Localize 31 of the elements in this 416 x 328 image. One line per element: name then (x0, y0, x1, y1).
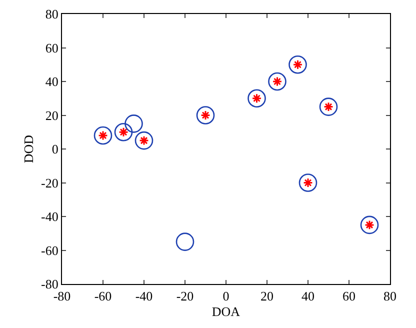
point (94, 126, 112, 145)
x-tick-label: 40 (302, 288, 314, 304)
x-tick-label: 80 (384, 288, 396, 304)
y-tick-label: 80 (45, 6, 58, 22)
point (319, 98, 338, 116)
point (114, 122, 133, 142)
point (288, 55, 307, 74)
point (196, 106, 215, 124)
y-tick-label: -40 (41, 209, 58, 224)
point (124, 114, 143, 133)
x-tick-label: 20 (260, 288, 274, 304)
x-tick-label: 0 (222, 288, 230, 304)
y-tick-label: -20 (41, 175, 58, 190)
y-tick-label: 60 (45, 40, 58, 56)
x-tick-label: -40 (135, 288, 153, 304)
y-tick-label: 0 (52, 142, 58, 157)
y-tick-label: -80 (41, 276, 58, 292)
point (176, 232, 194, 251)
x-axis-title: DOA (212, 304, 241, 320)
point (360, 216, 379, 234)
y-tick-label: 20 (45, 108, 58, 123)
y-tick-label: -60 (41, 242, 58, 258)
point (268, 72, 286, 91)
x-tick-label: -20 (176, 288, 194, 304)
y-axis-title: DOD (21, 134, 36, 164)
point (298, 174, 318, 192)
x-tick-label: -60 (94, 288, 112, 304)
point (134, 131, 154, 150)
point (248, 89, 266, 108)
y-tick-label: 40 (45, 74, 58, 90)
x-tick-label: 60 (342, 288, 356, 304)
